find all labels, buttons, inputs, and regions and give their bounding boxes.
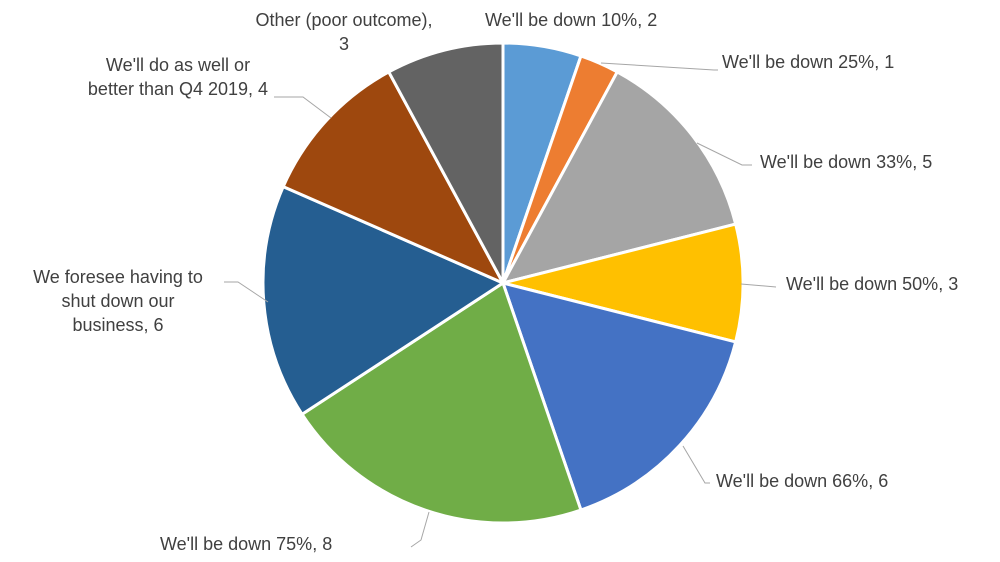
slices-layer [261, 41, 745, 525]
slice-data-label-2: We'll be down 25%, 1 [722, 52, 894, 72]
leader-line-6 [410, 511, 430, 548]
pie-slice-3 [501, 70, 738, 285]
slice-data-label-6: We'll be down 75%, 8 [160, 534, 332, 554]
leader-line-3 [696, 142, 752, 166]
slice-data-label-8: We'll do as well or better than Q4 2019, … [88, 55, 268, 99]
slice-data-label-4: We'll be down 50%, 3 [786, 274, 958, 294]
leader-lines-layer [224, 62, 777, 548]
slice-data-label-3: We'll be down 33%, 5 [760, 152, 932, 172]
pie-slice-5 [501, 281, 738, 512]
slice-data-label-7: We foresee having to shut down our busines… [33, 267, 203, 335]
leader-line-7 [224, 281, 269, 303]
slice-data-label-9: Other (poor outcome), 3 [255, 10, 432, 54]
slice-data-label-5: We'll be down 66%, 6 [716, 471, 888, 491]
pie-slice-8 [281, 70, 505, 285]
pie-slice-9 [387, 41, 505, 285]
leader-line-4 [740, 283, 777, 288]
leader-line-8 [274, 96, 332, 119]
leader-line-2 [600, 62, 718, 71]
labels-layer: We'll be down 10%, 2 We'll be down 25%, 1… [33, 10, 958, 554]
pie-slice-4 [501, 222, 745, 344]
slice-data-label-1: We'll be down 10%, 2 [485, 10, 657, 30]
pie-slice-7 [261, 185, 505, 416]
leader-line-5 [682, 445, 710, 484]
pie-slice-6 [300, 281, 583, 525]
